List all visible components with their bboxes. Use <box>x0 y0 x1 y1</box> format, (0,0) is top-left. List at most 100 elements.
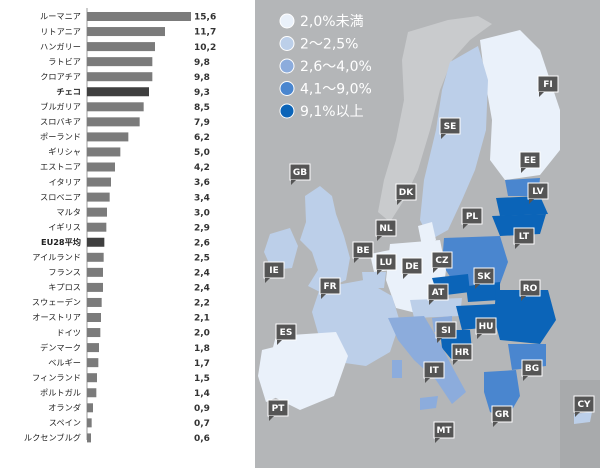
country-tag-dk: DK <box>395 183 417 205</box>
region-lv <box>496 196 548 216</box>
category-label: ギリシャ <box>48 147 81 157</box>
country-tag-gr: GR <box>491 405 513 427</box>
country-tag-lt: LT <box>513 227 535 249</box>
country-tag-lv: LV <box>527 182 549 204</box>
svg-text:CY: CY <box>577 400 591 410</box>
country-tag-pt: PT <box>267 399 289 421</box>
svg-text:PT: PT <box>272 404 286 414</box>
legend-swatch <box>279 58 295 74</box>
region-gb <box>300 186 350 292</box>
category-label: スロベニア <box>40 192 81 202</box>
country-tag-de: DE <box>401 257 423 279</box>
bar <box>87 27 165 37</box>
country-tag-gb: GB <box>289 163 311 185</box>
region-no <box>378 16 492 222</box>
value-label: 5,0 <box>194 148 210 158</box>
value-label: 2,1 <box>194 314 210 324</box>
bar <box>87 87 149 97</box>
category-label: ポーランド <box>40 132 81 142</box>
svg-text:RO: RO <box>523 284 538 294</box>
svg-text:HU: HU <box>479 322 494 332</box>
svg-text:ES: ES <box>280 328 293 338</box>
value-label: 6,2 <box>194 133 210 143</box>
value-label: 9,8 <box>194 58 210 68</box>
value-label: 2,2 <box>194 299 210 309</box>
bar <box>87 237 105 247</box>
bar <box>87 177 111 187</box>
bar <box>87 343 99 353</box>
svg-text:FR: FR <box>323 282 336 292</box>
category-label: ドイツ <box>56 327 81 337</box>
country-tag-nl: NL <box>375 219 397 241</box>
svg-text:FI: FI <box>543 80 553 90</box>
country-tag-lu: LU <box>375 253 397 275</box>
country-tag-at: AT <box>427 283 449 305</box>
category-label: キプロス <box>48 282 81 292</box>
country-tag-ro: RO <box>519 279 541 301</box>
value-label: 1,4 <box>194 389 210 399</box>
category-label: EU28平均 <box>41 237 81 247</box>
value-label: 0,7 <box>194 419 210 429</box>
value-label: 3,4 <box>194 193 210 203</box>
category-label: ラトビア <box>48 56 81 66</box>
region-dk <box>418 222 436 246</box>
region-cy <box>574 412 592 424</box>
svg-text:BE: BE <box>356 246 369 256</box>
bar <box>87 102 144 112</box>
category-label: クロアチア <box>40 71 81 81</box>
region-se <box>420 46 488 240</box>
legend-swatch <box>279 36 295 51</box>
category-label: フィンランド <box>32 372 81 382</box>
category-label: スペイン <box>49 418 81 428</box>
svg-text:DE: DE <box>405 262 419 272</box>
svg-text:IT: IT <box>429 366 439 376</box>
value-label: 15,6 <box>194 13 216 23</box>
value-label: 9,8 <box>194 73 210 83</box>
country-tag-se: SE <box>439 117 461 139</box>
category-label: エストニア <box>40 162 81 172</box>
category-label: ポルトガル <box>40 387 81 397</box>
bar <box>87 373 97 383</box>
bar <box>87 328 101 338</box>
bar <box>87 207 107 217</box>
value-label: 7,9 <box>194 118 210 128</box>
value-label: 2,9 <box>194 223 210 233</box>
region-it-sardinia <box>392 360 402 378</box>
svg-text:LV: LV <box>532 187 543 197</box>
sea-area <box>560 380 600 468</box>
value-label: 9,3 <box>194 88 210 98</box>
category-label: デンマーク <box>40 342 81 352</box>
legend-label: 2,6〜4,0% <box>300 59 372 75</box>
category-label: フランス <box>48 267 81 277</box>
country-tag-fr: FR <box>319 277 341 299</box>
category-label: イギリス <box>48 222 81 232</box>
svg-text:IE: IE <box>269 266 279 276</box>
category-label: アイルランド <box>32 252 81 262</box>
bar <box>87 72 153 82</box>
svg-text:HR: HR <box>455 348 470 358</box>
bar <box>87 267 103 277</box>
map-countries <box>258 16 592 424</box>
category-label: ブルガリア <box>40 102 81 112</box>
bar <box>87 418 92 428</box>
svg-text:LU: LU <box>380 258 393 268</box>
value-label: 2,6 <box>194 238 210 248</box>
region-pt <box>258 346 280 402</box>
bar <box>87 297 102 307</box>
category-label: イタリア <box>49 177 81 187</box>
legend-label: 4,1〜9,0% <box>300 82 372 98</box>
svg-text:DK: DK <box>399 188 414 198</box>
svg-text:NL: NL <box>379 224 393 234</box>
country-tag-bg: BG <box>521 359 543 381</box>
bar <box>87 252 104 262</box>
bar <box>87 433 91 443</box>
bar <box>87 192 110 202</box>
bar <box>87 42 155 52</box>
svg-text:LT: LT <box>519 232 530 242</box>
value-label: 11,7 <box>194 28 216 38</box>
svg-text:SI: SI <box>441 326 451 336</box>
svg-text:BG: BG <box>525 364 539 374</box>
legend-swatch <box>279 13 295 29</box>
value-label: 2,4 <box>194 269 210 279</box>
bar <box>87 403 93 413</box>
